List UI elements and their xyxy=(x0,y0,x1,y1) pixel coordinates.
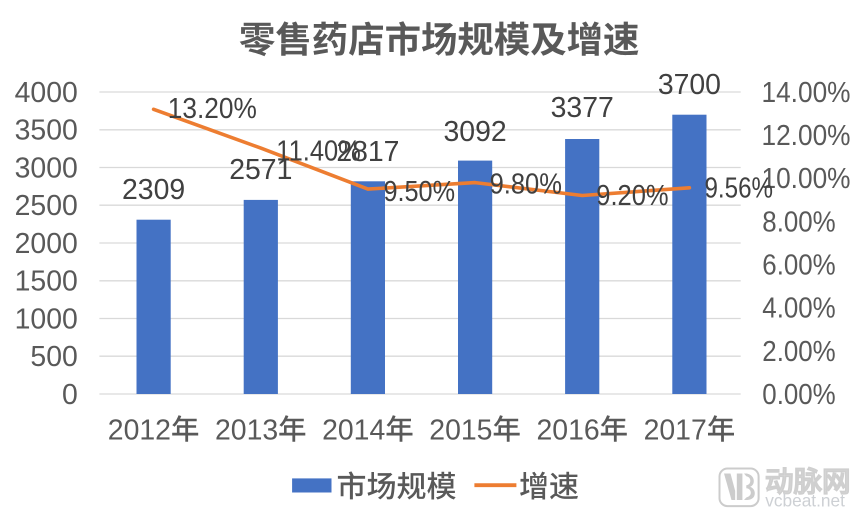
svg-text:2000: 2000 xyxy=(15,228,78,260)
svg-text:2016: 2016 xyxy=(537,414,600,446)
svg-text:2500: 2500 xyxy=(15,190,78,222)
svg-text:vcbeat.net: vcbeat.net xyxy=(765,490,845,510)
svg-text:2017: 2017 xyxy=(644,414,707,446)
svg-text:9.56%: 9.56% xyxy=(705,172,774,204)
svg-text:1000: 1000 xyxy=(15,303,78,335)
svg-text:6.00%: 6.00% xyxy=(762,250,835,282)
svg-text:1500: 1500 xyxy=(15,266,78,298)
svg-text:4.00%: 4.00% xyxy=(762,293,835,325)
svg-text:9.50%: 9.50% xyxy=(384,176,456,208)
svg-text:2309: 2309 xyxy=(122,174,185,206)
svg-text:3377: 3377 xyxy=(551,92,614,124)
svg-text:4000: 4000 xyxy=(15,77,78,109)
svg-text:13.20%: 13.20% xyxy=(168,93,257,125)
svg-text:3000: 3000 xyxy=(15,152,78,184)
svg-text:2.00%: 2.00% xyxy=(762,336,835,368)
svg-text:3500: 3500 xyxy=(15,115,78,147)
svg-text:2012: 2012 xyxy=(108,414,171,446)
svg-text:9.20%: 9.20% xyxy=(596,180,668,212)
svg-text:2015: 2015 xyxy=(429,414,492,446)
svg-text:12.00%: 12.00% xyxy=(762,120,851,152)
svg-text:3700: 3700 xyxy=(658,69,721,101)
svg-text:2817: 2817 xyxy=(336,136,399,168)
svg-text:2013: 2013 xyxy=(215,414,278,446)
svg-text:2014: 2014 xyxy=(322,414,385,446)
svg-text:3092: 3092 xyxy=(444,116,507,148)
svg-text:11.40%: 11.40% xyxy=(276,135,361,167)
svg-text:500: 500 xyxy=(30,341,77,373)
svg-text:14.00%: 14.00% xyxy=(762,77,851,109)
svg-text:0.00%: 0.00% xyxy=(762,379,835,411)
svg-text:10.00%: 10.00% xyxy=(762,163,851,195)
svg-text:9.80%: 9.80% xyxy=(490,168,562,200)
svg-text:2571: 2571 xyxy=(229,154,292,186)
svg-text:0: 0 xyxy=(62,379,78,411)
svg-text:8.00%: 8.00% xyxy=(762,206,835,238)
